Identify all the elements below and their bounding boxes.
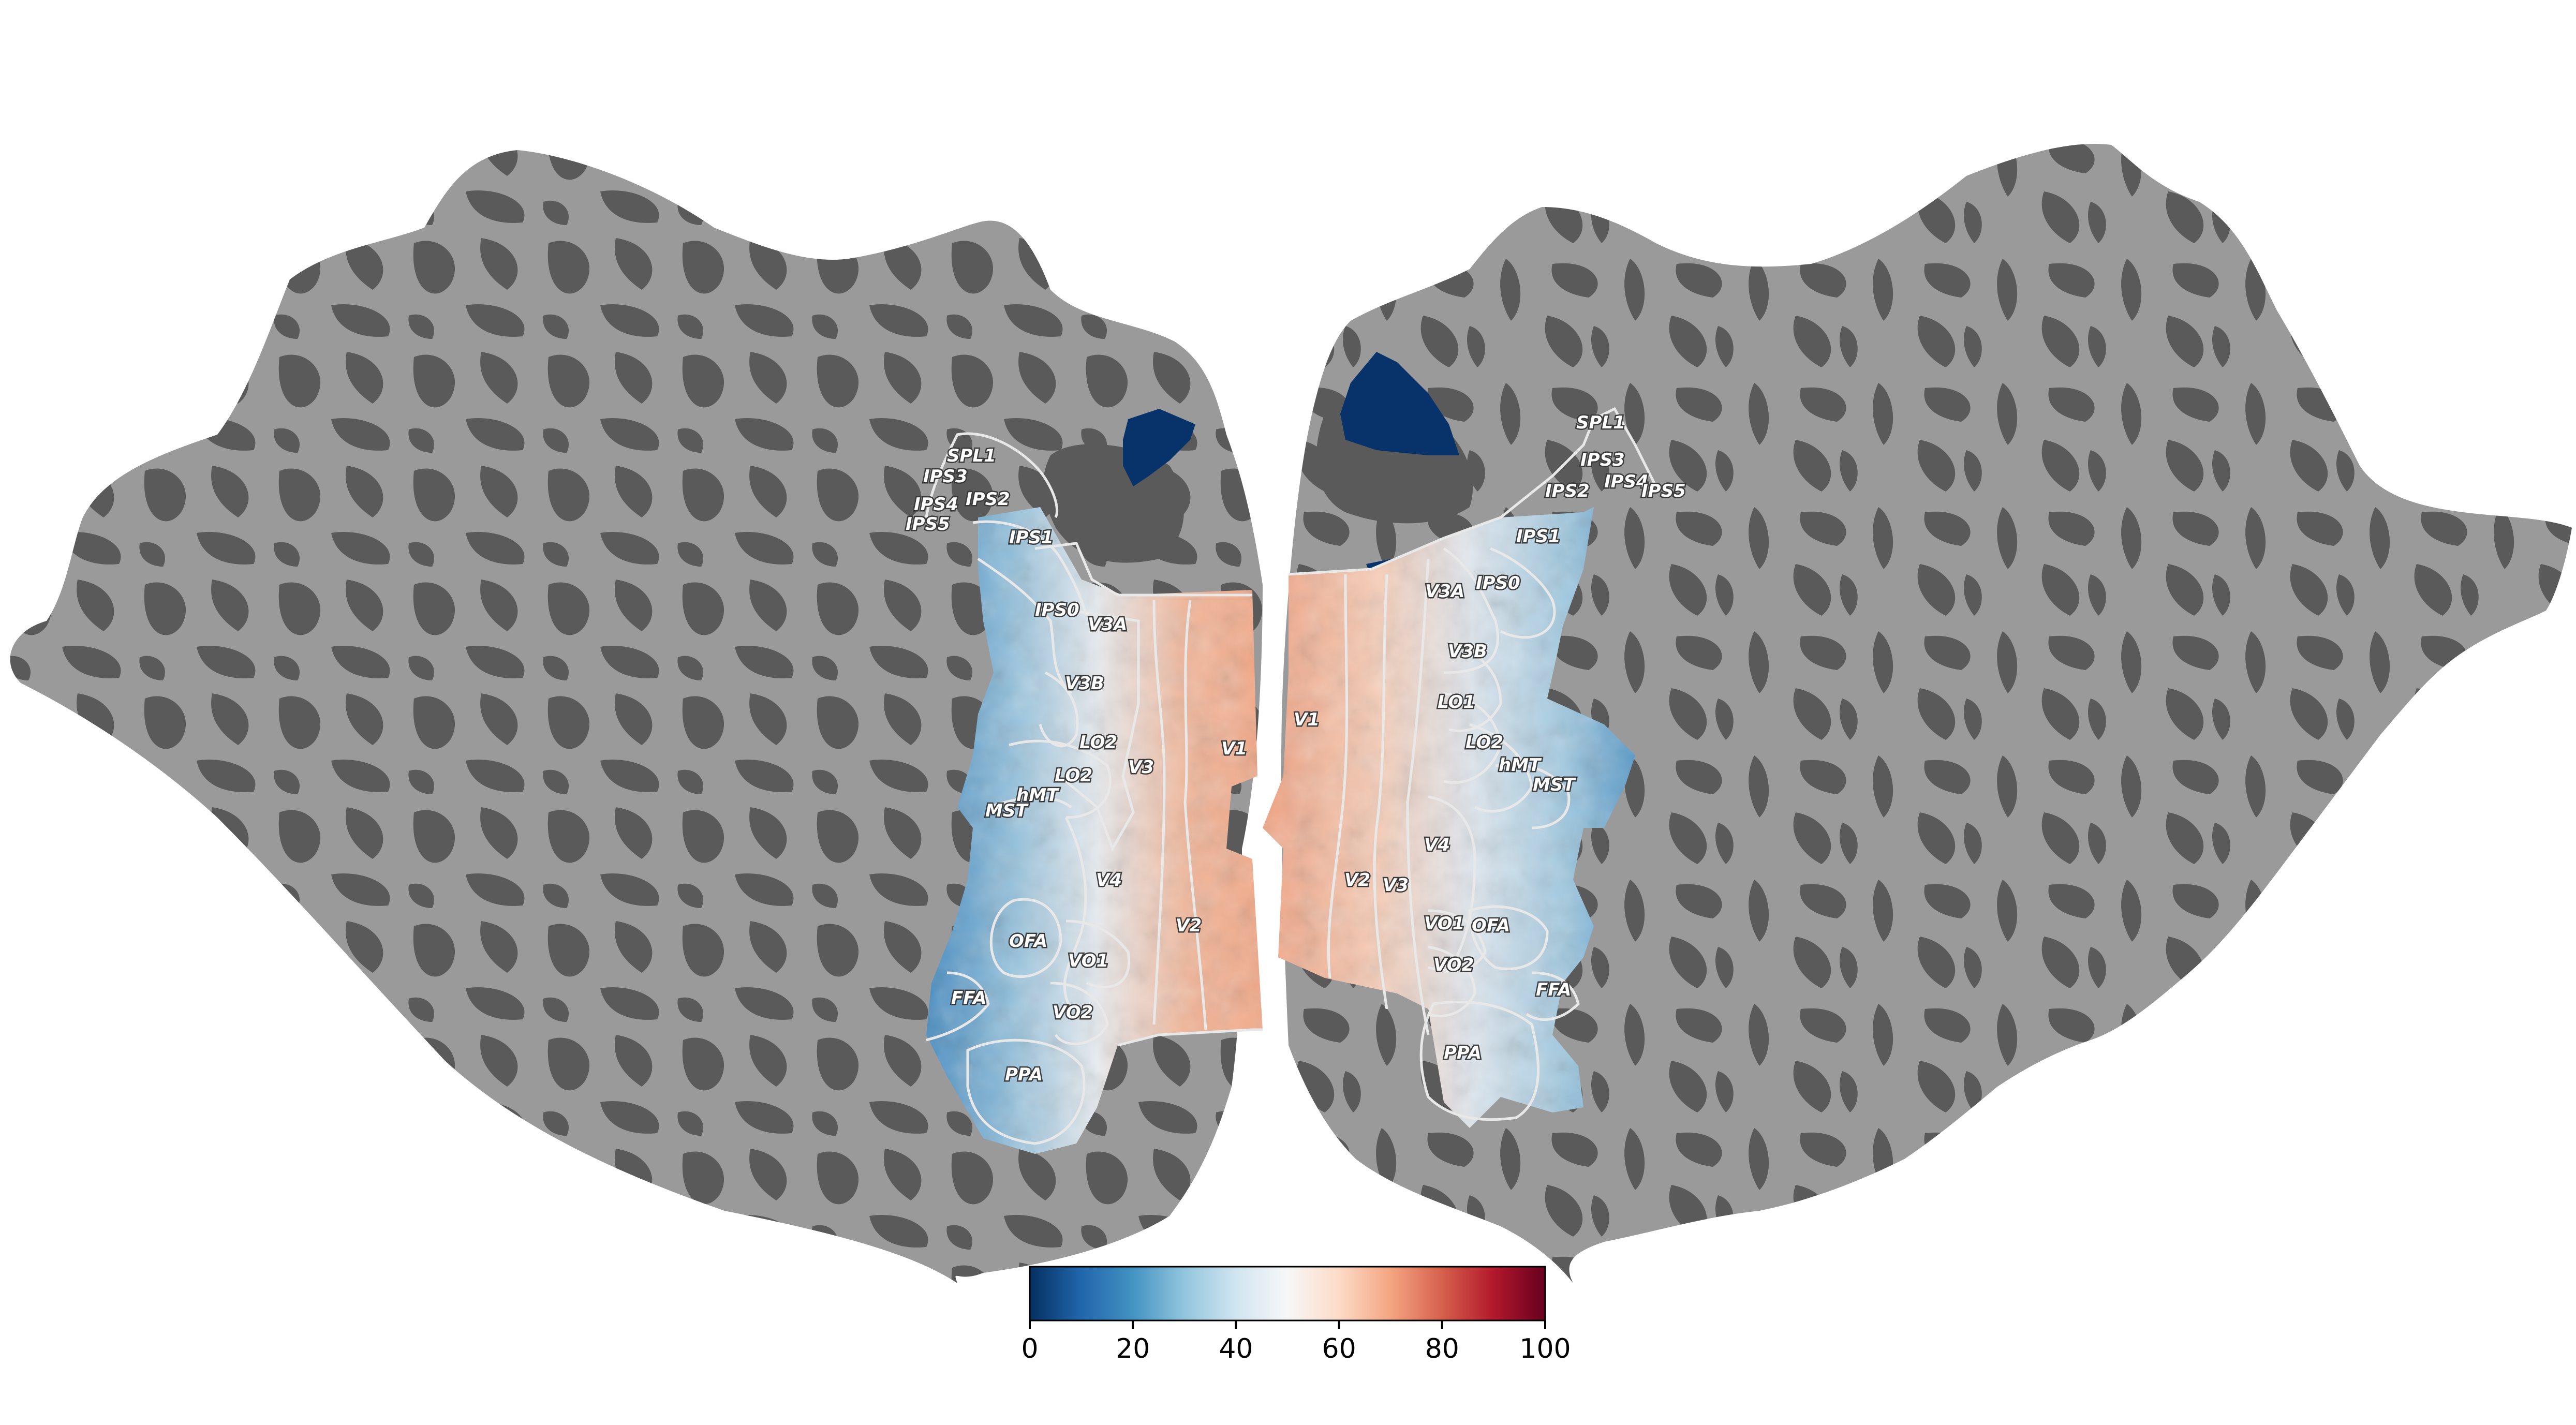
roi-label: IPS5: [906, 514, 950, 535]
roi-label: IPS3: [923, 466, 968, 487]
roi-label: VO1: [1068, 951, 1108, 971]
roi-label: LO2: [1465, 732, 1503, 753]
roi-label: V3B: [1448, 641, 1487, 662]
roi-label: V4: [1096, 870, 1122, 890]
roi-label: VO1: [1424, 913, 1464, 934]
colorbar-tick-label: 40: [1219, 1333, 1253, 1364]
roi-label: SPL1: [1576, 412, 1625, 433]
roi-label: IPS4: [1604, 471, 1649, 492]
roi-label: hMT: [1499, 755, 1542, 776]
roi-label: MST: [985, 800, 1029, 821]
roi-label: V3B: [1065, 673, 1104, 694]
roi-label: V1: [1294, 709, 1320, 730]
roi-label: V3A: [1425, 581, 1464, 602]
colorbar-tick-label: 20: [1116, 1333, 1150, 1364]
colorbar-tick-label: 60: [1322, 1333, 1356, 1364]
colorbar-tick-label: 0: [1021, 1333, 1038, 1364]
left-roi-labels: SPL1 IPS3 IPS4 IPS5 IPS2 IPS1 IPS0 V3A V…: [905, 444, 1249, 1087]
roi-label: IPS1: [1009, 527, 1054, 548]
roi-label: IPS1: [1516, 526, 1561, 547]
roi-label: FFA: [1536, 979, 1571, 1000]
roi-label: IPS2: [966, 489, 1010, 510]
roi-label: PPA: [1005, 1064, 1043, 1085]
colorbar-ticks: [1029, 1320, 1546, 1329]
roi-label: V2: [1176, 915, 1202, 936]
roi-label: IPS4: [914, 494, 958, 515]
roi-label: IPS3: [1580, 450, 1625, 470]
roi-label: IPS5: [1641, 481, 1686, 501]
left-roi-outlines: [925, 432, 1263, 1145]
colorbar-gradient: [1029, 1266, 1546, 1322]
colorbar-tick-label: 100: [1519, 1333, 1571, 1364]
roi-label: V3: [1383, 875, 1409, 896]
left-dark-blue-region: [1123, 409, 1195, 486]
left-hemisphere: SPL1 IPS3 IPS4 IPS5 IPS2 IPS1 IPS0 V3A V…: [10, 150, 1263, 1283]
right-dark-blue-region: [1340, 352, 1459, 455]
roi-label: MST: [1533, 775, 1576, 795]
colorbar: 0 20 40 60 80 100: [1021, 1266, 1571, 1364]
roi-label: PPA: [1444, 1043, 1482, 1063]
roi-label: LO2: [1079, 732, 1117, 753]
right-hemisphere: SPL1 IPS3 IPS4 IPS5 IPS2 IPS1 IPS0 V3A V…: [1263, 144, 2572, 1284]
roi-label: OFA: [1472, 915, 1510, 936]
roi-label: IPS2: [1545, 481, 1590, 501]
colorbar-tick-labels: 0 20 40 60 80 100: [1021, 1333, 1571, 1364]
roi-label: FFA: [951, 988, 986, 1008]
roi-label: V1: [1221, 738, 1247, 759]
colorbar-tick-label: 80: [1425, 1333, 1459, 1364]
roi-label: V3A: [1088, 614, 1127, 635]
right-hemisphere-surface: [1281, 144, 2572, 1284]
roi-label: OFA: [1009, 931, 1047, 952]
roi-label: VO2: [1433, 955, 1474, 975]
right-roi-labels: SPL1 IPS3 IPS4 IPS5 IPS2 IPS1 IPS0 V3A V…: [1293, 411, 1687, 1065]
right-roi-outlines: [1288, 407, 1657, 1121]
roi-label: hMT: [1016, 785, 1060, 806]
roi-label: IPS0: [1476, 573, 1520, 593]
roi-label: IPS0: [1035, 600, 1079, 620]
roi-label: VO2: [1053, 1002, 1093, 1023]
roi-label: V3: [1128, 757, 1154, 778]
roi-label: V2: [1344, 870, 1370, 890]
roi-label: LO1: [1438, 692, 1475, 712]
roi-label: LO2: [1055, 765, 1092, 786]
roi-label: SPL1: [947, 446, 996, 466]
roi-label: V4: [1424, 835, 1450, 855]
